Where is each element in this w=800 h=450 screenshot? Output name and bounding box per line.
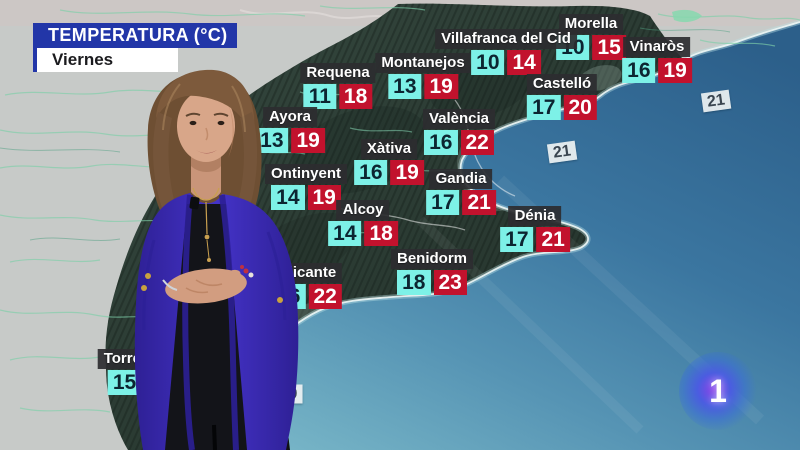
header: TEMPERATURA (°C) Viernes (33, 23, 237, 72)
contour-lines-dark (0, 27, 731, 241)
ebro-delta (672, 9, 702, 23)
la1-channel-logo: 1 (679, 352, 757, 430)
la1-logo-digit: 1 (709, 372, 727, 409)
sea (160, 22, 800, 450)
header-title: TEMPERATURA (°C) (33, 23, 237, 48)
header-day: Viernes (33, 48, 178, 72)
